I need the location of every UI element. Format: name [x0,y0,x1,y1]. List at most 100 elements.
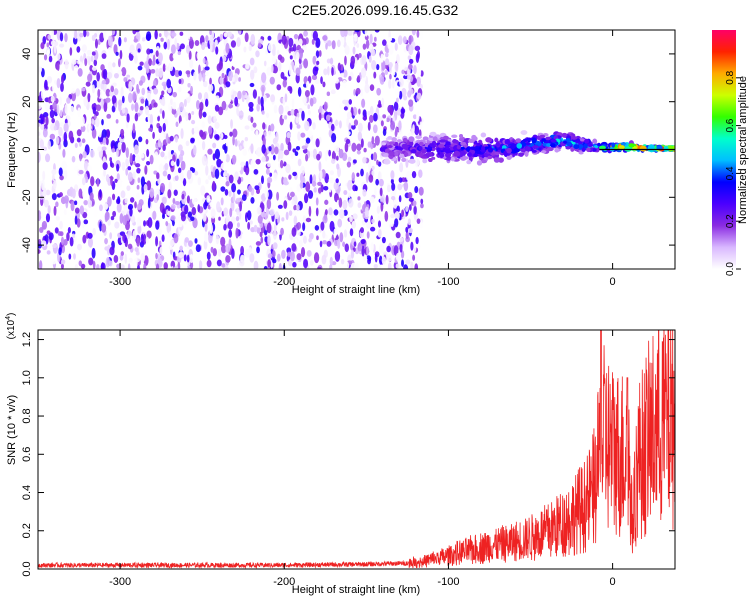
spectrogram-noise-cell [388,79,392,89]
spectrogram-noise-cell [351,172,356,182]
spectrogram-noise-cell [138,125,141,136]
spectrogram-noise-cell [265,112,270,119]
spectrogram-noise-cell [255,241,262,246]
spectrogram-noise-cell [81,87,86,92]
spectrogram-noise-cell [102,68,108,80]
spectrogram-noise-cell [297,158,302,167]
spectrogram-noise-cell [175,121,179,127]
spectrogram-noise-cell [143,249,148,256]
spectrogram-noise-cell [393,101,399,112]
spectrogram-noise-cell [252,89,258,99]
spectrogram-noise-cell [261,144,266,154]
spectrogram-noise-cell [360,138,364,148]
spectrogram-noise-cell [223,223,227,231]
spectrogram-noise-cell [202,212,207,222]
spectrogram-noise-cell [356,150,361,155]
spectrogram-noise-cell [343,106,348,111]
spectrogram-y-tick-label: 40 [21,48,33,60]
spectrogram-noise-cell [171,108,177,115]
spectrogram-signal-cell [498,157,504,163]
spectrogram-noise-cell [42,128,48,138]
spectrogram-heatmap [38,30,675,269]
spectrogram-y-axis: -40 -20 0 20 40 [21,48,675,253]
snr-x-label: Height of straight line (km) [292,584,420,596]
spectrogram-noise-cell [380,53,384,63]
spectrogram-noise-cell [344,55,347,66]
spectrogram-noise-cell [363,254,368,262]
spectrogram-noise-cell [401,259,404,267]
spectrogram-noise-cell [174,265,179,269]
spectrogram-noise-cell [132,171,136,180]
spectrogram-noise-cell [281,217,285,222]
spectrogram-noise-cell [179,245,183,252]
spectrogram-noise-cell [113,88,119,96]
spectrogram-noise-cell [177,86,182,93]
spectrogram-noise-cell [202,80,208,88]
spectrogram-noise-cell [290,151,295,160]
spectrogram-noise-cell [183,254,187,262]
spectrogram-noise-cell [267,35,272,41]
spectrogram-noise-cell [403,65,408,72]
spectrogram-noise-cell [256,103,260,112]
spectrogram-noise-cell [417,67,422,78]
spectrogram-noise-cell [369,105,374,116]
spectrogram-noise-cell [312,66,318,76]
spectrogram-noise-cell [244,30,250,33]
spectrogram-noise-cell [305,153,309,162]
spectrogram-signal-cell [442,135,449,140]
spectrogram-noise-cell [397,183,403,191]
spectrogram-noise-cell [165,221,169,227]
spectrogram-noise-cell [68,253,72,260]
spectrogram-noise-cell [237,189,241,195]
spectrogram-signal-cell [428,157,433,163]
spectrogram-signal-cell [471,134,477,140]
spectrogram-noise-cell [292,43,297,52]
spectrogram-noise-cell [101,53,107,59]
spectrogram-noise-cell [271,55,277,64]
spectrogram-noise-cell [343,209,348,216]
spectrogram-noise-cell [127,263,131,269]
spectrogram-y-tick-label: -40 [21,237,33,253]
spectrogram-noise-cell [408,204,412,211]
spectrogram-noise-cell [88,124,92,131]
snr-y-tick-label: 1.2 [21,332,33,347]
spectrogram-noise-cell [90,55,94,62]
spectrogram-noise-cell [39,260,43,269]
spectrogram-noise-cell [200,255,206,262]
spectrogram-noise-cell [120,190,126,199]
spectrogram-signal-cell [386,160,391,165]
spectrogram-noise-cell [267,259,272,268]
spectrogram-noise-cell [118,36,122,47]
spectrogram-signal-cell [410,148,417,154]
spectrogram-noise-cell [55,136,60,146]
spectrogram-noise-cell [419,30,424,40]
spectrogram-noise-cell [356,143,362,151]
spectrogram-noise-cell [208,233,213,244]
spectrogram-noise-cell [136,184,140,190]
spectrogram-noise-cell [272,242,278,250]
spectrogram-signal-cell [515,138,522,143]
spectrogram-noise-cell [312,55,317,65]
spectrogram-noise-cell [288,210,293,216]
spectrogram-noise-cell [354,37,358,42]
spectrogram-noise-cell [378,243,385,255]
spectrogram-noise-cell [209,30,212,36]
spectrogram-noise-cell [115,119,119,124]
spectrogram-noise-cell [81,177,86,186]
spectrogram-noise-cell [74,215,78,225]
spectrogram-noise-cell [223,170,228,177]
spectrogram-noise-cell [102,162,108,170]
spectrogram-noise-cell [186,195,191,204]
spectrogram-noise-cell [155,50,159,58]
spectrogram-noise-cell [342,69,348,78]
spectrogram-noise-cell [351,142,357,152]
spectrogram-noise-cell [384,210,389,222]
spectrogram-noise-cell [94,111,99,117]
spectrogram-noise-cell [76,129,82,137]
spectrogram-noise-cell [360,227,364,234]
spectrogram-noise-cell [353,119,359,126]
spectrogram-noise-cell [283,149,290,156]
spectrogram-noise-cell [73,253,76,260]
spectrogram-noise-cell [353,33,358,39]
spectrogram-noise-cell [39,227,44,233]
